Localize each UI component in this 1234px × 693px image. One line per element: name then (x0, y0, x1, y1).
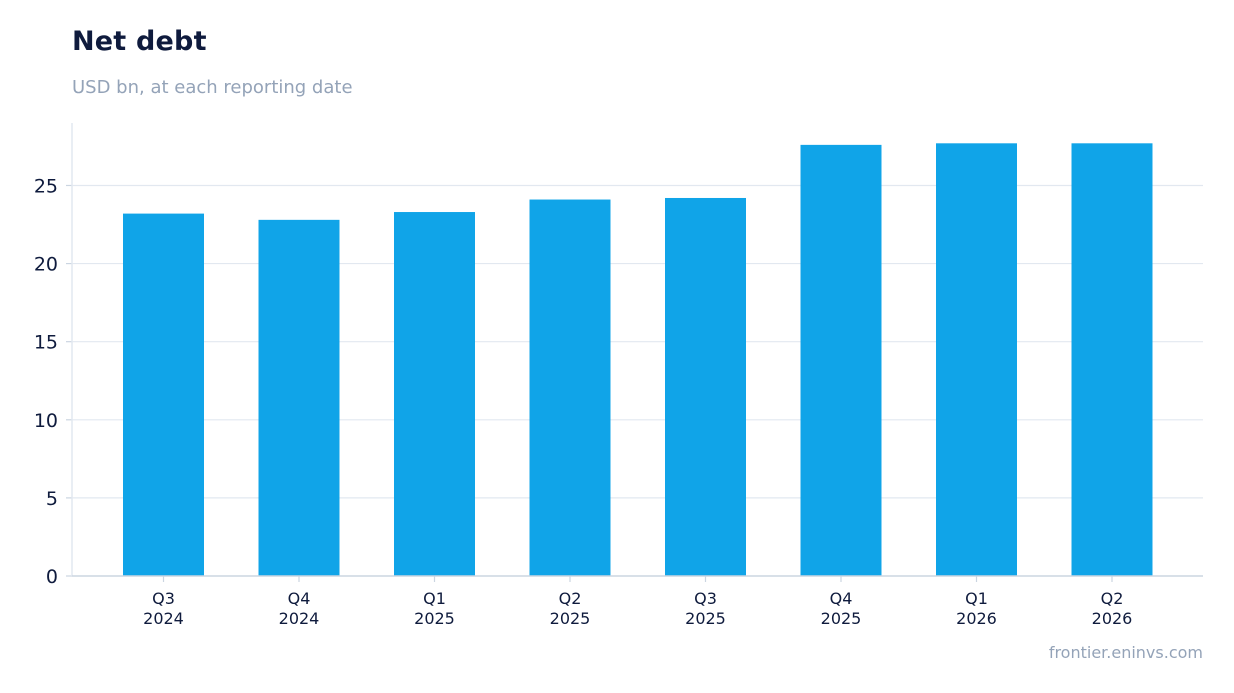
bars (123, 143, 1153, 577)
bar (800, 144, 882, 577)
x-tick-label: Q3 (694, 589, 717, 608)
x-tick-label: 2025 (685, 609, 726, 628)
chart-subtitle: USD bn, at each reporting date (72, 77, 353, 98)
x-tick-labels: Q32024Q42024Q12025Q22025Q32025Q42025Q120… (143, 589, 1132, 628)
bar (258, 219, 340, 577)
source-label: frontier.eninvs.com (1048, 643, 1203, 662)
chart-title: Net debt (72, 26, 207, 57)
y-tick-label: 15 (34, 332, 58, 354)
y-tick-label: 10 (34, 410, 58, 432)
y-tick-labels: 0 5 10 15 20 25 (34, 175, 58, 588)
y-tick-label: 25 (34, 175, 58, 197)
x-tick-label: 2025 (414, 609, 455, 628)
x-tick-label: Q1 (965, 589, 988, 608)
x-tick-label: Q1 (423, 589, 446, 608)
x-tick-label: Q2 (1101, 589, 1124, 608)
x-tick-label: Q3 (152, 589, 175, 608)
x-tick-label: 2026 (1092, 609, 1133, 628)
x-tick-label: 2026 (956, 609, 997, 628)
axes (66, 123, 1203, 582)
x-tick-label: 2024 (143, 609, 184, 628)
bar (665, 197, 746, 576)
x-tick-label: Q2 (559, 589, 582, 608)
bar (529, 199, 611, 576)
grid-lines (72, 184, 1203, 499)
y-tick-label: 5 (46, 488, 58, 510)
y-tick-label: 20 (34, 254, 58, 276)
x-tick-label: 2025 (821, 609, 862, 628)
bar (936, 143, 1017, 577)
x-tick-label: Q4 (288, 589, 311, 608)
x-tick-label: Q4 (830, 589, 853, 608)
y-tick-label: 0 (46, 566, 58, 588)
bar (1071, 143, 1153, 577)
bar (394, 212, 475, 576)
x-tick-label: 2025 (550, 609, 591, 628)
bar (123, 213, 204, 576)
x-tick-label: 2024 (279, 609, 320, 628)
